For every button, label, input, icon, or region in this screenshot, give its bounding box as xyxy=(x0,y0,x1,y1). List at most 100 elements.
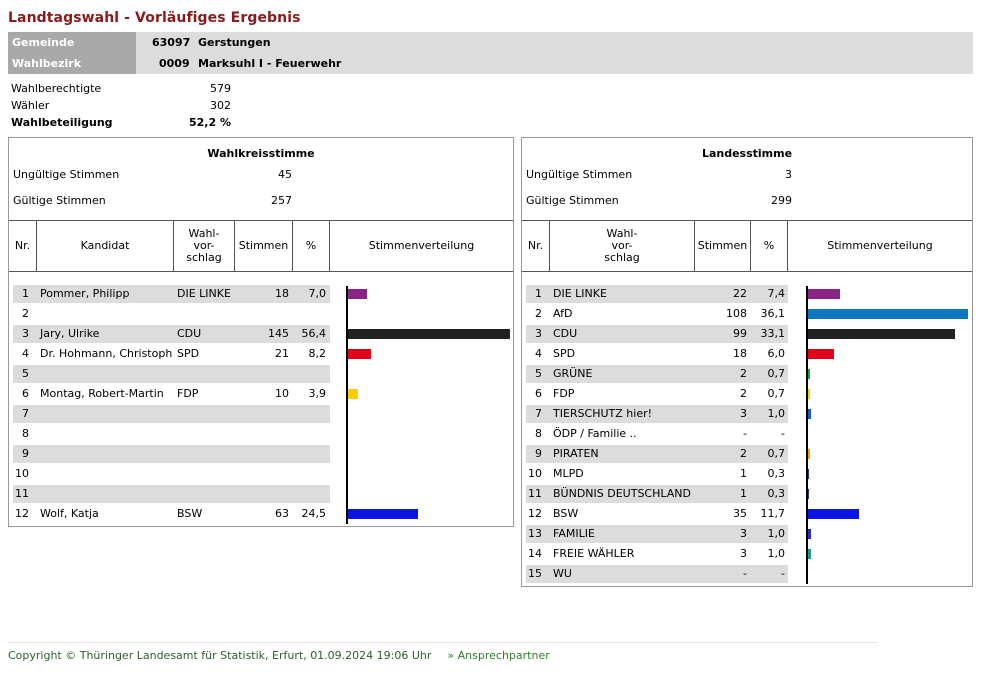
row-stimmen: 22 xyxy=(733,287,747,300)
row-stimmen: 3 xyxy=(740,547,747,560)
vote-bar xyxy=(807,489,809,499)
row-nr: 15 xyxy=(528,567,542,580)
table-row: 7 xyxy=(13,405,330,423)
row-stimmen: 2 xyxy=(740,367,747,380)
gemeinde-row: Gemeinde 63097 Gerstungen xyxy=(8,32,973,53)
row-kandidat: Dr. Hohmann, Christoph xyxy=(40,347,173,360)
row-prozent: 7,0 xyxy=(308,287,327,300)
row-partei: PIRATEN xyxy=(553,447,599,460)
row-nr: 10 xyxy=(15,467,29,480)
chart-axis xyxy=(806,286,808,584)
vote-bar xyxy=(807,309,968,319)
table-row: 6 Montag, Robert-Martin FDP 10 3,9 xyxy=(13,385,330,403)
row-partei: SPD xyxy=(177,347,200,360)
wahlbezirk-code: 0009 xyxy=(159,57,190,70)
row-stimmen: 1 xyxy=(740,487,747,500)
row-partei: FAMILIE xyxy=(553,527,595,540)
row-nr: 2 xyxy=(535,307,542,320)
table-row: 7 TIERSCHUTZ hier! 3 1,0 xyxy=(526,405,788,423)
row-stimmen: 108 xyxy=(726,307,747,320)
wk-gueltig-label: Gültige Stimmen xyxy=(13,194,106,207)
table-row: 9 PIRATEN 2 0,7 xyxy=(526,445,788,463)
row-partei: SPD xyxy=(553,347,576,360)
table-row: 5 GRÜNE 2 0,7 xyxy=(526,365,788,383)
row-partei: CDU xyxy=(177,327,202,340)
ls-gueltig-row: Gültige Stimmen 299 xyxy=(526,193,792,209)
ls-ungueltig-label: Ungültige Stimmen xyxy=(526,168,633,181)
ansprechpartner-link[interactable]: » Ansprechpartner xyxy=(447,649,550,662)
waehler-value: 302 xyxy=(210,99,231,112)
table-row: 5 xyxy=(13,365,330,383)
wahlbezirk-row: Wahlbezirk 0009 Marksuhl I - Feuerwehr xyxy=(8,53,973,74)
ls-header-wahl3: schlag xyxy=(604,251,640,264)
wk-header-wahl3: schlag xyxy=(186,251,222,264)
table-row: 14 FREIE WÄHLER 3 1,0 xyxy=(526,545,788,563)
table-row: 9 xyxy=(13,445,330,463)
vote-bar xyxy=(807,509,859,519)
table-row: 1 DIE LINKE 22 7,4 xyxy=(526,285,788,303)
row-partei: MLPD xyxy=(553,467,584,480)
table-row: 11 BÜNDNIS DEUTSCHLAND 1 0,3 xyxy=(526,485,788,503)
wk-gueltig-value: 257 xyxy=(271,194,292,207)
row-partei: DIE LINKE xyxy=(177,287,231,300)
wahlbezirk-name: Marksuhl I - Feuerwehr xyxy=(198,57,342,70)
row-partei: ÖDP / Familie .. xyxy=(553,427,637,440)
row-prozent: 36,1 xyxy=(760,307,786,320)
row-stimmen: 3 xyxy=(740,407,747,420)
ls-header-pct: % xyxy=(751,221,788,271)
ls-table-header: Nr. Wahl- vor- schlag Stimmen % Stimmenv… xyxy=(522,220,972,272)
wk-header-pct: % xyxy=(293,221,330,271)
wk-header-wahl2: vor- xyxy=(193,239,215,252)
row-partei: CDU xyxy=(553,327,578,340)
table-row: 2 AfD 108 36,1 xyxy=(526,305,788,323)
row-prozent: 7,4 xyxy=(767,287,786,300)
row-prozent: 0,7 xyxy=(767,447,786,460)
row-nr: 12 xyxy=(15,507,29,520)
landesstimme-panel: Landesstimme Ungültige Stimmen 3 Gültige… xyxy=(521,137,973,587)
row-prozent: 8,2 xyxy=(308,347,327,360)
vote-bar xyxy=(347,349,371,359)
vote-bar xyxy=(807,529,811,539)
row-prozent: 24,5 xyxy=(301,507,327,520)
row-nr: 11 xyxy=(15,487,29,500)
row-partei: DIE LINKE xyxy=(553,287,607,300)
row-partei: BÜNDNIS DEUTSCHLAND xyxy=(553,487,691,500)
copyright-text: Copyright © Thüringer Landesamt für Stat… xyxy=(8,649,432,662)
wahlbeteiligung-value: 52,2 % xyxy=(189,116,231,129)
row-prozent: 1,0 xyxy=(767,527,786,540)
vote-bar xyxy=(807,349,834,359)
waehler-row: Wähler 302 xyxy=(11,98,231,114)
row-stimmen: 1 xyxy=(740,467,747,480)
table-row: 3 CDU 99 33,1 xyxy=(526,325,788,343)
wahlbeteiligung-row: Wahlbeteiligung 52,2 % xyxy=(11,115,231,131)
row-nr: 6 xyxy=(535,387,542,400)
vote-bar xyxy=(807,469,809,479)
row-stimmen: 63 xyxy=(275,507,289,520)
row-kandidat: Wolf, Katja xyxy=(40,507,99,520)
row-stimmen: 99 xyxy=(733,327,747,340)
row-stimmen: 2 xyxy=(740,387,747,400)
wahlbeteiligung-label: Wahlbeteiligung xyxy=(11,116,113,129)
footer-divider xyxy=(8,642,878,643)
ls-header-wahlvorschlag: Wahl- vor- schlag xyxy=(550,221,695,271)
gemeinde-label: Gemeinde xyxy=(8,32,136,53)
row-prozent: 3,9 xyxy=(308,387,327,400)
wahlberechtigte-row: Wahlberechtigte 579 xyxy=(11,81,231,97)
table-row: 1 Pommer, Philipp DIE LINKE 18 7,0 xyxy=(13,285,330,303)
table-row: 11 xyxy=(13,485,330,503)
row-stimmen: 10 xyxy=(275,387,289,400)
wk-header-wahlvorschlag: Wahl- vor- schlag xyxy=(174,221,235,271)
row-prozent: 1,0 xyxy=(767,547,786,560)
table-row: 12 Wolf, Katja BSW 63 24,5 xyxy=(13,505,330,523)
vote-bar xyxy=(807,329,955,339)
vote-bar xyxy=(347,329,510,339)
row-partei: BSW xyxy=(553,507,579,520)
row-prozent: 0,7 xyxy=(767,387,786,400)
row-kandidat: Pommer, Philipp xyxy=(40,287,130,300)
row-prozent: 0,3 xyxy=(767,467,786,480)
ls-header-wahl2: vor- xyxy=(611,239,633,252)
vote-bar xyxy=(807,549,811,559)
wahlberechtigte-label: Wahlberechtigte xyxy=(11,82,102,95)
wahlkreisstimme-panel: Wahlkreisstimme Ungültige Stimmen 45 Gül… xyxy=(8,137,514,527)
table-row: 3 Jary, Ulrike CDU 145 56,4 xyxy=(13,325,330,343)
